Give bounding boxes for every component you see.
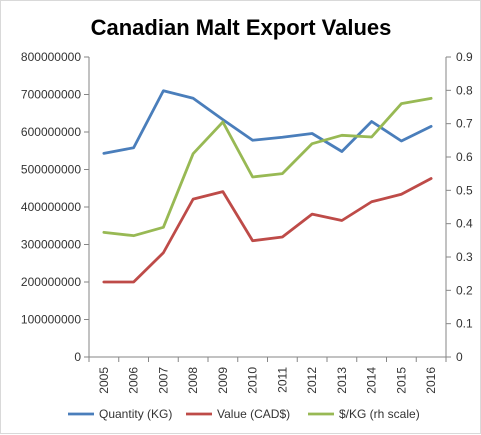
y-left-tick-label: 500000000 [21, 163, 81, 177]
x-tick-label: 2012 [305, 367, 319, 394]
y-right-tick-label: 0.3 [456, 250, 473, 264]
y-right-tick-label: 0.2 [456, 283, 473, 297]
legend-label: Quantity (KG) [99, 407, 172, 421]
series-line-kg-rh-scale [104, 98, 431, 235]
y-right-tick-label: 0.9 [456, 50, 473, 64]
y-left-tick-label: 0 [74, 350, 81, 364]
x-tick-label: 2005 [97, 367, 111, 394]
x-tick-label: 2014 [365, 367, 379, 394]
series-line-quantity-kg [104, 91, 431, 154]
legend-label: Value (CAD$) [217, 407, 290, 421]
x-tick-label: 2007 [156, 367, 170, 394]
x-tick-label: 2010 [246, 367, 260, 394]
y-right-tick-label: 0.7 [456, 117, 473, 131]
y-left-tick-label: 700000000 [21, 88, 81, 102]
y-right-tick-label: 0.5 [456, 183, 473, 197]
x-tick-label: 2006 [127, 367, 141, 394]
x-tick-label: 2016 [424, 367, 438, 394]
y-left-tick-label: 200000000 [21, 275, 81, 289]
y-right-tick-label: 0.8 [456, 83, 473, 97]
y-left-tick-label: 400000000 [21, 200, 81, 214]
x-tick-label: 2013 [335, 367, 349, 394]
y-left-tick-label: 300000000 [21, 238, 81, 252]
y-right-tick-label: 0.6 [456, 150, 473, 164]
y-left-tick-label: 600000000 [21, 125, 81, 139]
y-right-tick-label: 0 [456, 350, 463, 364]
x-tick-label: 2011 [275, 367, 289, 393]
x-tick-label: 2009 [216, 367, 230, 394]
chart-title: Canadian Malt Export Values [91, 15, 392, 40]
y-left-tick-label: 100000000 [21, 313, 81, 327]
x-tick-label: 2008 [186, 367, 200, 394]
legend-label: $/KG (rh scale) [339, 407, 420, 421]
x-tick-label: 2015 [394, 367, 408, 394]
y-left-tick-label: 800000000 [21, 50, 81, 64]
y-right-tick-label: 0.1 [456, 317, 473, 331]
y-right-tick-label: 0.4 [456, 217, 473, 231]
